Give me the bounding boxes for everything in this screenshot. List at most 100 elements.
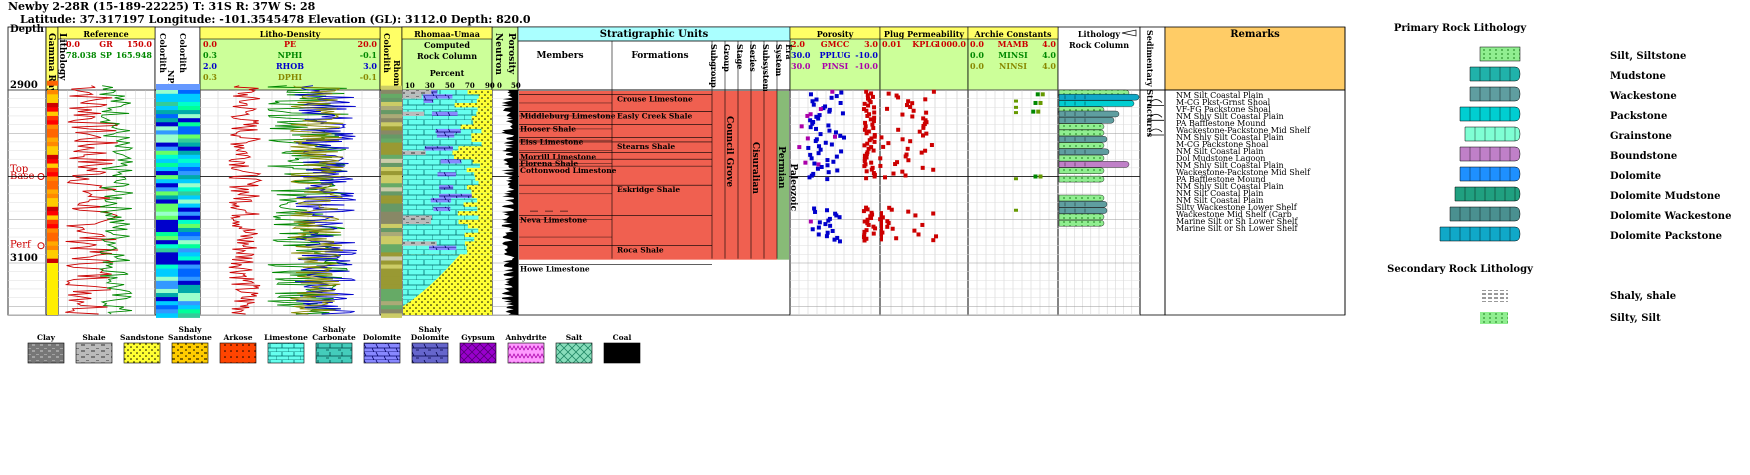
colorlith-band xyxy=(178,158,200,164)
rock-column-sand xyxy=(457,211,492,216)
colorlith-band xyxy=(178,223,200,229)
legend-label: Gypsum xyxy=(461,333,495,342)
pinsi-point xyxy=(805,113,810,118)
dphi-max: -0.1 xyxy=(360,72,377,82)
gmcc-point xyxy=(872,110,877,115)
rhomaa-colorlith-band xyxy=(381,106,402,111)
rock-column-sand xyxy=(452,150,492,155)
lithology-bed-line xyxy=(1064,101,1086,106)
pplug-point xyxy=(819,164,824,169)
rock-column-dolomite xyxy=(423,98,434,103)
gmcc-point xyxy=(871,148,876,153)
legend-swatch-lime xyxy=(267,342,305,364)
colorlith-band xyxy=(156,264,178,270)
sp-label: SP xyxy=(100,50,112,60)
pplug-point xyxy=(816,225,821,230)
colorlith-rhomaa-header: Colorlith xyxy=(382,33,392,73)
pinsi-point xyxy=(803,160,808,165)
primary-lith-swatch xyxy=(1454,186,1521,202)
kplg-point xyxy=(891,171,896,176)
sp-min: 78.038 xyxy=(66,50,97,60)
rhomaa-colorlith-band xyxy=(381,211,402,217)
legend-label: Salt xyxy=(566,333,583,342)
gmcc-point xyxy=(862,219,867,224)
colorlith-band xyxy=(178,93,200,99)
rock-column-sand xyxy=(473,120,492,125)
colorlith-band xyxy=(178,219,200,225)
neutron-porosity-fill xyxy=(501,90,518,315)
gmcc-point xyxy=(870,122,875,127)
legend-swatch-salt xyxy=(555,342,593,364)
rhob-label: RHOB xyxy=(276,61,304,71)
kplg-point xyxy=(911,108,916,113)
lithology-bed xyxy=(1058,142,1105,149)
rhomaa-colorlith-band xyxy=(381,110,402,115)
rhomaa-colorlith-band xyxy=(381,268,402,274)
pplug-point xyxy=(808,118,813,123)
rock-column-sand xyxy=(458,219,492,225)
legend-swatch-shdolo xyxy=(411,342,449,364)
rock-column-sand xyxy=(464,241,492,246)
gr-label: GR xyxy=(99,39,113,49)
neutron-header: Neutron xyxy=(493,33,503,75)
gmcc-point xyxy=(864,176,869,181)
colorlith-band xyxy=(156,248,178,253)
reference-header-bar xyxy=(57,26,156,40)
lithology-bed xyxy=(1058,201,1108,208)
kplg-point xyxy=(903,173,908,178)
pplug-point xyxy=(818,147,823,152)
pplug-point xyxy=(813,209,818,214)
gmcc-point xyxy=(873,226,878,231)
rhomaa-colorlith-band xyxy=(381,244,402,249)
colorlith-band xyxy=(156,203,178,209)
strat-group-label: Council Grove xyxy=(724,116,734,187)
remark-line: NM Silt Coastal Plain xyxy=(1176,147,1263,156)
rhomaa-colorlith-band xyxy=(381,138,402,144)
rhomaa-colorlith-band xyxy=(381,227,402,233)
colorlith-band xyxy=(178,199,200,205)
colorlith-band xyxy=(156,207,178,213)
pplug-point xyxy=(808,92,813,97)
gmcc-point xyxy=(866,146,871,151)
colorlith-band xyxy=(156,154,178,160)
primary-lith-swatch xyxy=(1479,46,1521,62)
lithology-bed-line xyxy=(1064,162,1086,167)
rhomaa-colorlith-band xyxy=(381,118,402,123)
colorlith-band xyxy=(178,288,200,294)
colorlith-band xyxy=(178,248,200,253)
gmcc-label: GMCC xyxy=(821,39,849,49)
rhomaa-colorlith-band xyxy=(381,276,402,282)
rhomaa-colorlith-band xyxy=(381,122,402,127)
rock-column-dolomite xyxy=(439,193,472,199)
gmcc-point xyxy=(863,120,868,125)
colorlith-band xyxy=(178,215,200,221)
colorlith-band xyxy=(178,134,200,140)
gmcc-point xyxy=(871,119,876,124)
pplug-point xyxy=(809,156,814,161)
pplug-point xyxy=(841,135,846,140)
gamma-ray-fill xyxy=(47,150,58,156)
pplug-point xyxy=(817,220,822,225)
primary-lith-label: Packstone xyxy=(1610,111,1667,122)
sp-max: 165.948 xyxy=(116,50,153,60)
strat-formation-label: Crouse Limestone xyxy=(617,94,693,103)
pplug-point xyxy=(821,106,826,111)
legend-label: Sandstone xyxy=(120,333,164,342)
kplg-point xyxy=(886,221,891,226)
pplug-point xyxy=(832,237,837,242)
kplg-point xyxy=(931,238,936,243)
colorlith-band xyxy=(178,175,200,180)
colorlith-band xyxy=(178,126,200,131)
gamma-ray-fill xyxy=(47,154,58,160)
colorlith-band xyxy=(178,106,200,111)
gamma-ray-fill xyxy=(47,224,58,229)
colorlith-band xyxy=(156,215,178,221)
legend-swatch-anhy xyxy=(507,342,545,364)
strat-member-label: Eiss Limestone xyxy=(520,138,584,147)
rock-column-sand xyxy=(481,128,492,134)
nphi-label: NPHI xyxy=(278,50,303,60)
rock-column-sand xyxy=(478,215,492,220)
colorlith-band xyxy=(156,134,178,140)
legend-swatch-shsand xyxy=(171,342,209,364)
